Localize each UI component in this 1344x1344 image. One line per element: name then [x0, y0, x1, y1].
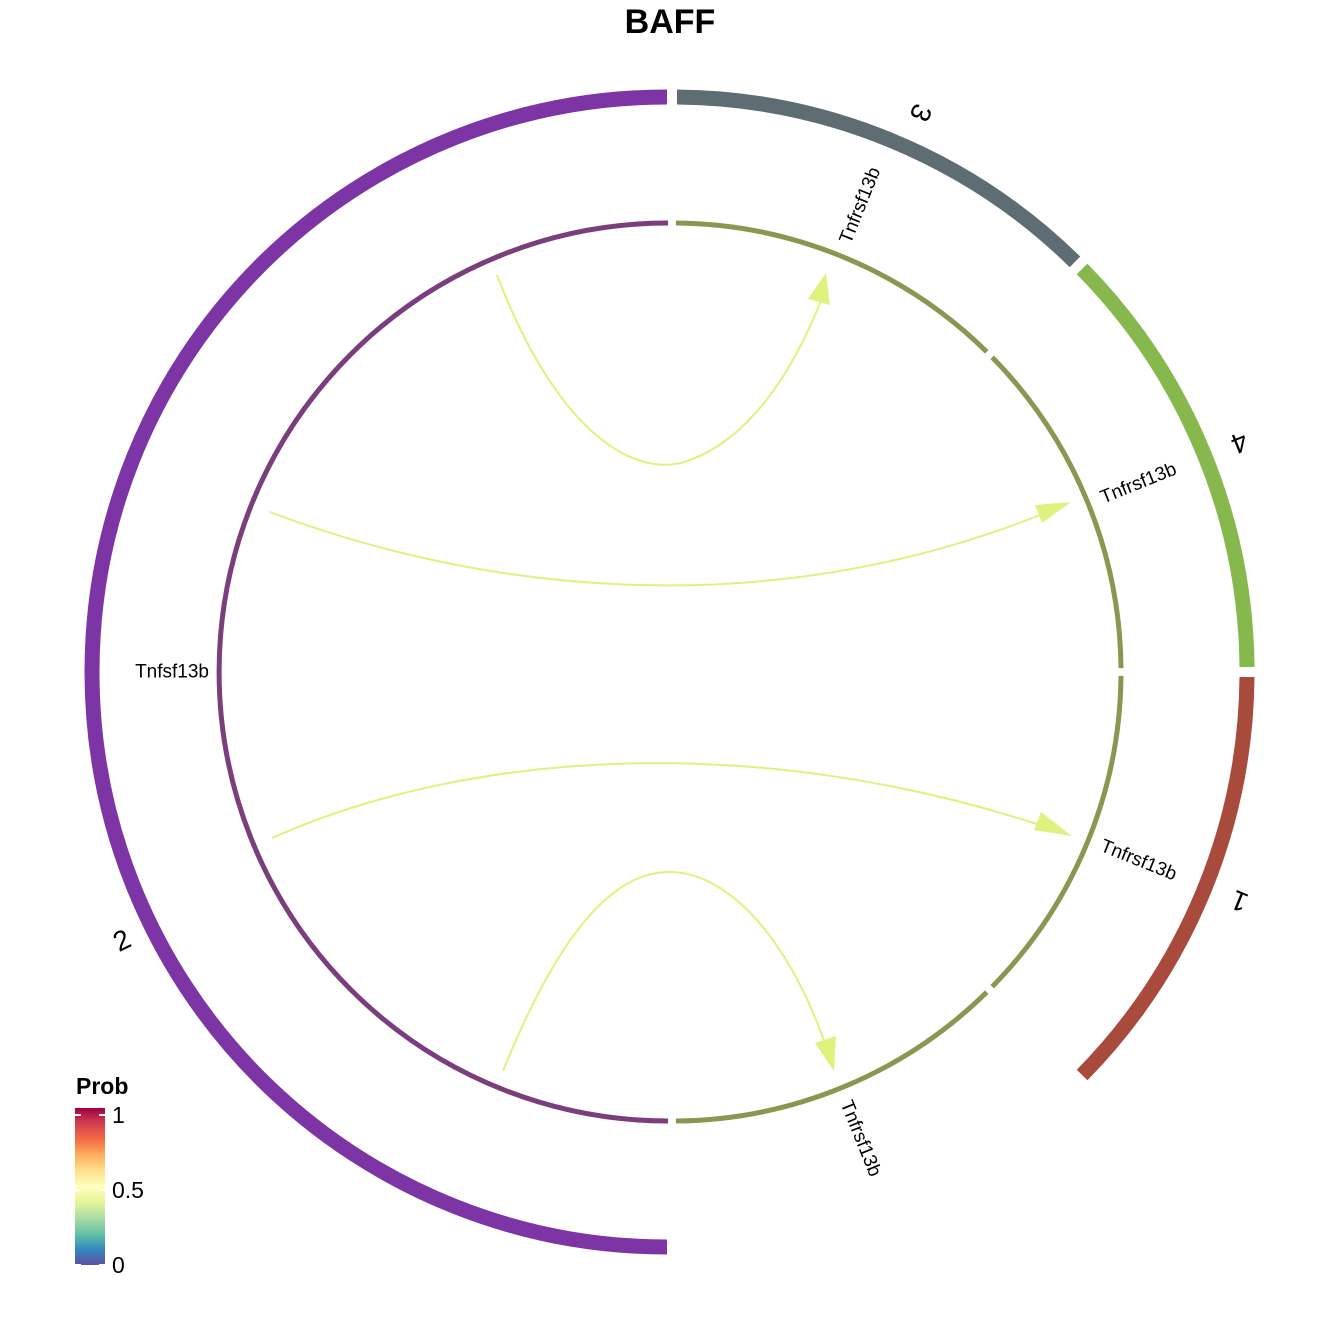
group-label-4: 4: [1226, 425, 1252, 460]
gene-label-tnfrsf13b-4: Tnfrsf13b: [1097, 459, 1179, 509]
inner-arc-tnfrsf13b-1: [990, 675, 1124, 989]
link-arrowhead-group-1: [1034, 812, 1072, 836]
prob-legend: Prob 10.50: [75, 1073, 144, 1278]
inner-arc-tnfrsf13b-2: [675, 990, 989, 1124]
link-to-group-1: [271, 762, 1056, 839]
gene-label-tnfsf13b-2: Tnfsf13b: [135, 662, 209, 683]
link-arrowhead-group-4: [1035, 502, 1071, 523]
gene-label-tnfrsf13b-3: Tnfrsf13b: [836, 164, 886, 246]
link-arrowhead-group-2: [815, 1036, 836, 1071]
link-to-group-4: [269, 510, 1051, 587]
inner-sector-ring: [216, 220, 1124, 1124]
link-layer: [269, 273, 1072, 1072]
chart-title: BAFF: [625, 3, 716, 41]
label-layer: 2 3 4 1 Tnfsf13b Tnfrsf13b Tnfrsf13b Tnfrsf13b T…: [108, 99, 1252, 1179]
legend-ticks: 10.50: [75, 1102, 144, 1278]
inner-arc-tnfsf13b-2: [216, 220, 669, 1124]
gene-label-tnfrsf13b-1: Tnfrsf13b: [1097, 836, 1179, 886]
link-arrowhead-group-3: [808, 273, 830, 305]
link-to-group-3: [496, 274, 823, 466]
legend-title: Prob: [76, 1073, 128, 1099]
legend-tick-label: 0: [112, 1252, 125, 1278]
outer-group-ring: [84, 89, 1255, 1255]
gene-label-tnfrsf13b-2: Tnfrsf13b: [836, 1097, 886, 1179]
legend-tick-label: 0.5: [112, 1177, 144, 1203]
outer-arc-group-1: [1076, 676, 1255, 1081]
inner-arc-tnfrsf13b-4: [990, 355, 1124, 669]
link-to-group-2: [502, 870, 829, 1072]
group-label-1: 1: [1226, 884, 1252, 919]
group-label-2: 2: [108, 923, 136, 958]
outer-arc-group-3: [676, 89, 1081, 268]
inner-arc-tnfrsf13b-3: [675, 220, 989, 354]
outer-arc-group-4: [1076, 263, 1255, 668]
group-label-3: 3: [904, 99, 939, 126]
legend-tick-label: 1: [112, 1102, 125, 1128]
outer-arc-group-2: [84, 89, 668, 1255]
legend-colorbar: [75, 1108, 105, 1265]
